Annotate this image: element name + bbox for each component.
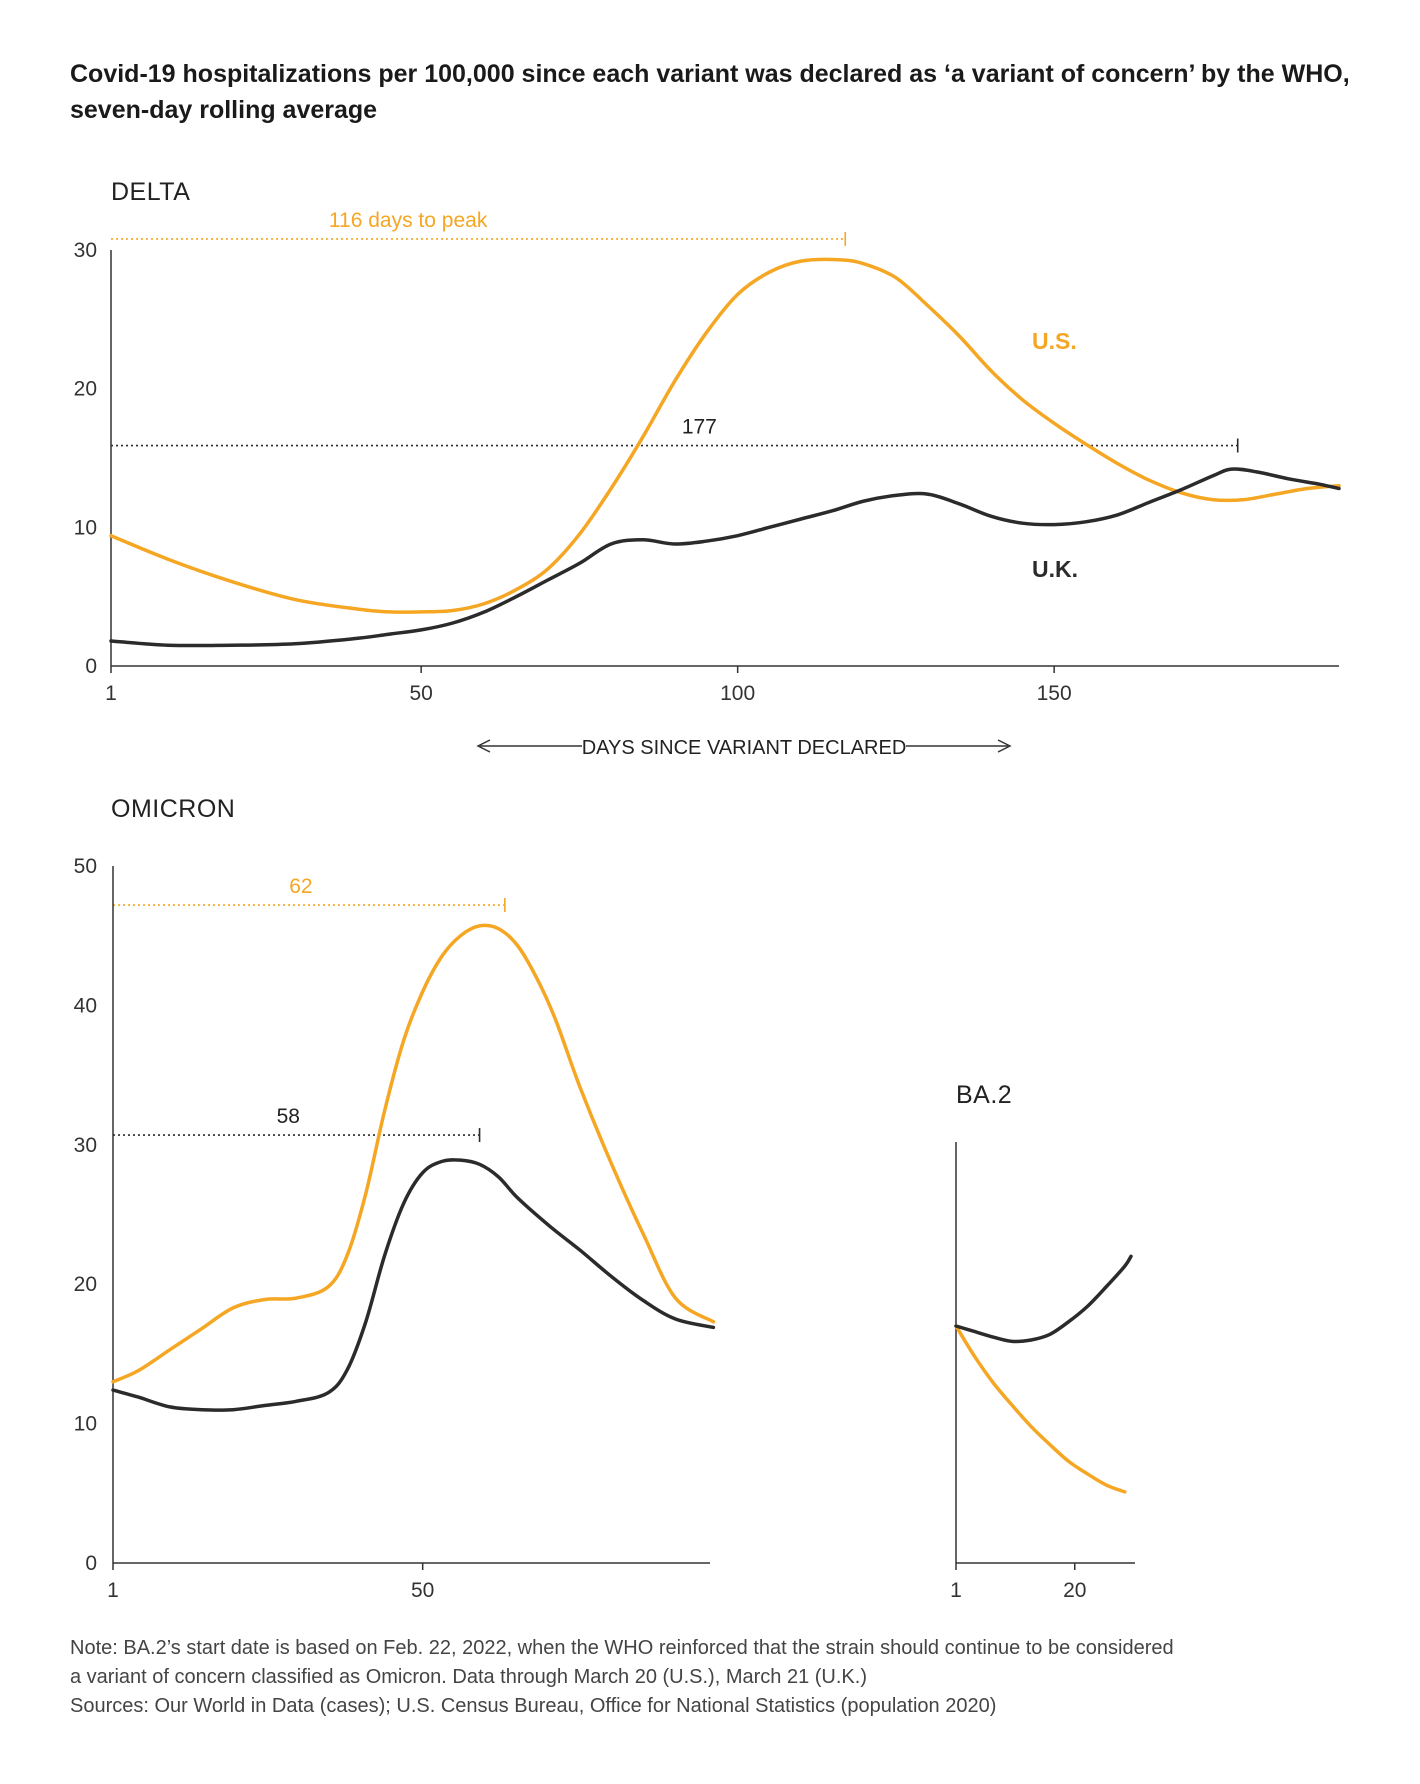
ba2-panel: BA.2 1 20 [950,1081,1135,1602]
ba2-uk-line [954,1254,1133,1344]
delta-annotation-label: 177 [682,416,717,439]
delta-x-tick-label: 100 [720,682,755,705]
arrow-left-icon [476,739,491,753]
delta-y-tick-label: 30 [74,239,97,262]
delta-uk-label: U.K. [1032,556,1078,582]
omicron-x-ticks: 1 50 [107,1563,434,1602]
omicron-y-tick-label: 0 [85,1552,97,1575]
delta-y-ticks: 0 10 20 30 [74,239,97,678]
delta-y-tick-label: 20 [74,378,97,401]
omicron-y-tick-label: 10 [74,1413,97,1436]
note-line-1: Note: BA.2’s start date is based on Feb.… [70,1637,1174,1659]
omicron-y-tick-label: 20 [74,1273,97,1296]
delta-annotation-label: 116 days to peak [329,209,488,232]
ba2-x-tick-label: 20 [1063,1579,1086,1602]
chart-notes: Note: BA.2’s start date is based on Feb.… [70,1634,1370,1721]
chart-title: Covid-19 hospitalizations per 100,000 si… [70,60,1350,124]
delta-y-tick-label: 10 [74,516,97,539]
omicron-uk-line [111,1158,716,1412]
omicron-annotation-label: 62 [289,875,312,898]
omicron-x-tick-label: 1 [107,1579,119,1602]
delta-uk-line [109,467,1341,648]
omicron-x-tick-label: 50 [411,1579,434,1602]
ba2-x-tick-label: 1 [950,1579,962,1602]
omicron-y-tick-label: 40 [74,994,97,1017]
delta-x-tick-label: 50 [409,682,432,705]
omicron-panel: OMICRON 0 10 20 30 40 50 1 50 62 58 [74,795,716,1602]
arrow-right-icon [997,739,1012,753]
omicron-y-tick-label: 50 [74,855,97,878]
delta-panel-title: DELTA [111,178,190,206]
ba2-panel-title: BA.2 [956,1081,1012,1109]
x-axis-title-group: DAYS SINCE VARIANT DECLARED [476,737,1012,759]
delta-x-tick-label: 150 [1037,682,1072,705]
delta-y-tick-label: 0 [85,655,97,678]
omicron-panel-title: OMICRON [111,795,235,823]
delta-x-ticks: 1 50 100 150 [105,666,1072,705]
x-axis-title: DAYS SINCE VARIANT DECLARED [582,737,907,759]
delta-annotations: 116 days to peak 177 [111,209,1239,453]
ba2-x-ticks: 1 20 [950,1563,1086,1602]
delta-x-tick-label: 1 [105,682,117,705]
omicron-y-ticks: 0 10 20 30 40 50 [74,855,97,1575]
ba2-us-line [954,1324,1127,1494]
omicron-us-line [111,923,716,1384]
sources-line: Sources: Our World in Data (cases); U.S.… [70,1695,997,1717]
omicron-annotation-label: 58 [277,1105,300,1128]
note-line-2: a variant of concern classified as Omicr… [70,1666,867,1688]
delta-us-line [109,257,1341,614]
omicron-y-tick-label: 30 [74,1134,97,1157]
omicron-annotations: 62 58 [113,875,506,1143]
delta-us-label: U.S. [1032,328,1077,354]
